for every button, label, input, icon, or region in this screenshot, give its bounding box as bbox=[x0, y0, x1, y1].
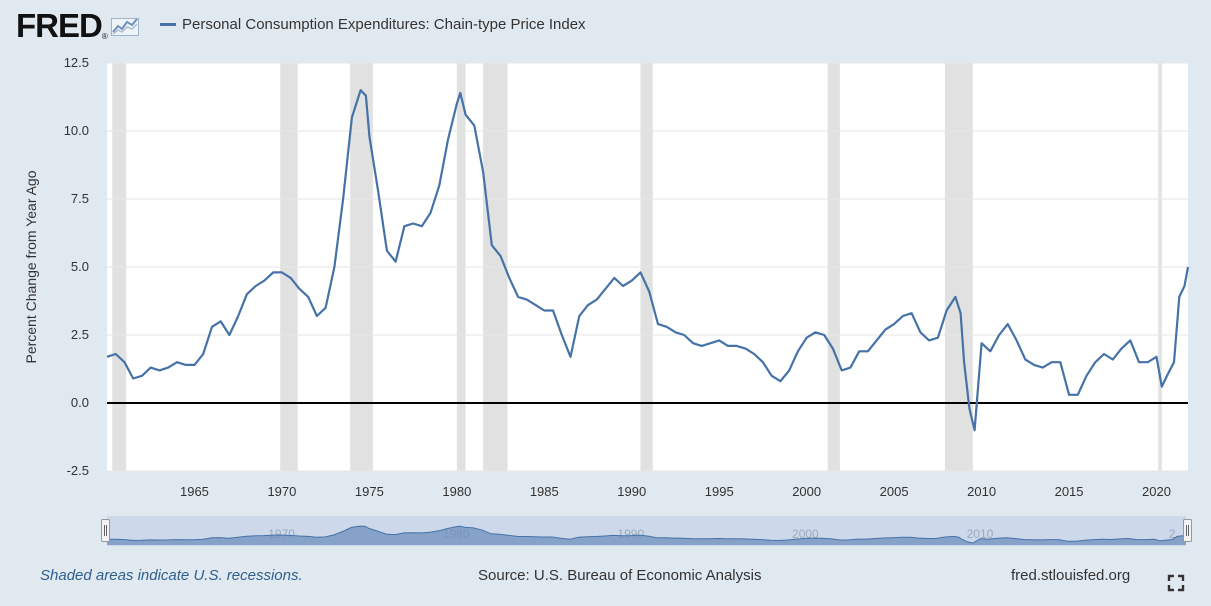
navigator-label: 2010 bbox=[967, 527, 994, 541]
x-tick-label: 1980 bbox=[442, 484, 471, 499]
x-axis-ticks: 1965 1970 1975 1980 1985 1990 1995 2000 2005 2010… bbox=[180, 484, 1171, 499]
navigator-right-handle[interactable] bbox=[1183, 519, 1192, 542]
x-tick-label: 2015 bbox=[1055, 484, 1084, 499]
range-navigator[interactable]: 197019801990200020102 bbox=[101, 515, 1192, 547]
y-tick-label: 12.5 bbox=[64, 55, 89, 70]
y-axis-title: Percent Change from Year Ago bbox=[23, 170, 39, 363]
x-tick-label: 1965 bbox=[180, 484, 209, 499]
y-tick-label: 5.0 bbox=[71, 259, 89, 274]
x-tick-label: 1990 bbox=[617, 484, 646, 499]
x-tick-label: 2005 bbox=[880, 484, 909, 499]
chart-header: FRED ® Personal Consumption Expenditures… bbox=[0, 0, 1211, 52]
legend-swatch bbox=[160, 23, 176, 26]
navigator-label: 2 bbox=[1169, 527, 1176, 541]
y-tick-label: 10.0 bbox=[64, 123, 89, 138]
fullscreen-icon[interactable] bbox=[1166, 573, 1186, 593]
y-tick-label: -2.5 bbox=[67, 463, 89, 478]
x-tick-label: 2000 bbox=[792, 484, 821, 499]
navigator-label: 2000 bbox=[792, 527, 819, 541]
logo-wordmark: FRED bbox=[16, 7, 103, 44]
recession-note[interactable]: Shaded areas indicate U.S. recessions. bbox=[40, 567, 303, 584]
y-axis-ticks: -2.5 0.0 2.5 5.0 7.5 10.0 12.5 bbox=[64, 55, 89, 478]
navigator-series-line bbox=[106, 525, 1187, 544]
legend-entry-pce[interactable]: Personal Consumption Expenditures: Chain… bbox=[160, 16, 586, 33]
x-tick-label: 2020 bbox=[1142, 484, 1171, 499]
fred-site-link[interactable]: fred.stlouisfed.org bbox=[1011, 567, 1131, 584]
x-tick-label: 1970 bbox=[267, 484, 296, 499]
line-chart: -2.5 0.0 2.5 5.0 7.5 10.0 12.5 1965 1970 1975 198… bbox=[23, 55, 1190, 499]
source-note: Source: U.S. Bureau of Economic Analysis bbox=[478, 567, 762, 584]
y-tick-label: 7.5 bbox=[71, 191, 89, 206]
x-tick-label: 2010 bbox=[967, 484, 996, 499]
fred-graph-icon bbox=[110, 18, 139, 36]
y-tick-label: 2.5 bbox=[71, 327, 89, 342]
x-tick-label: 1995 bbox=[705, 484, 734, 499]
x-tick-label: 1975 bbox=[355, 484, 384, 499]
fred-logo[interactable]: FRED ® bbox=[16, 9, 141, 43]
logo-registered-mark: ® bbox=[101, 31, 108, 41]
navigator-series-area bbox=[107, 526, 1186, 545]
series-line-pce bbox=[106, 89, 1190, 432]
legend-label: Personal Consumption Expenditures: Chain… bbox=[182, 16, 586, 33]
y-tick-label: 0.0 bbox=[71, 395, 89, 410]
navigator-left-handle[interactable] bbox=[101, 519, 110, 542]
x-tick-label: 1985 bbox=[530, 484, 559, 499]
